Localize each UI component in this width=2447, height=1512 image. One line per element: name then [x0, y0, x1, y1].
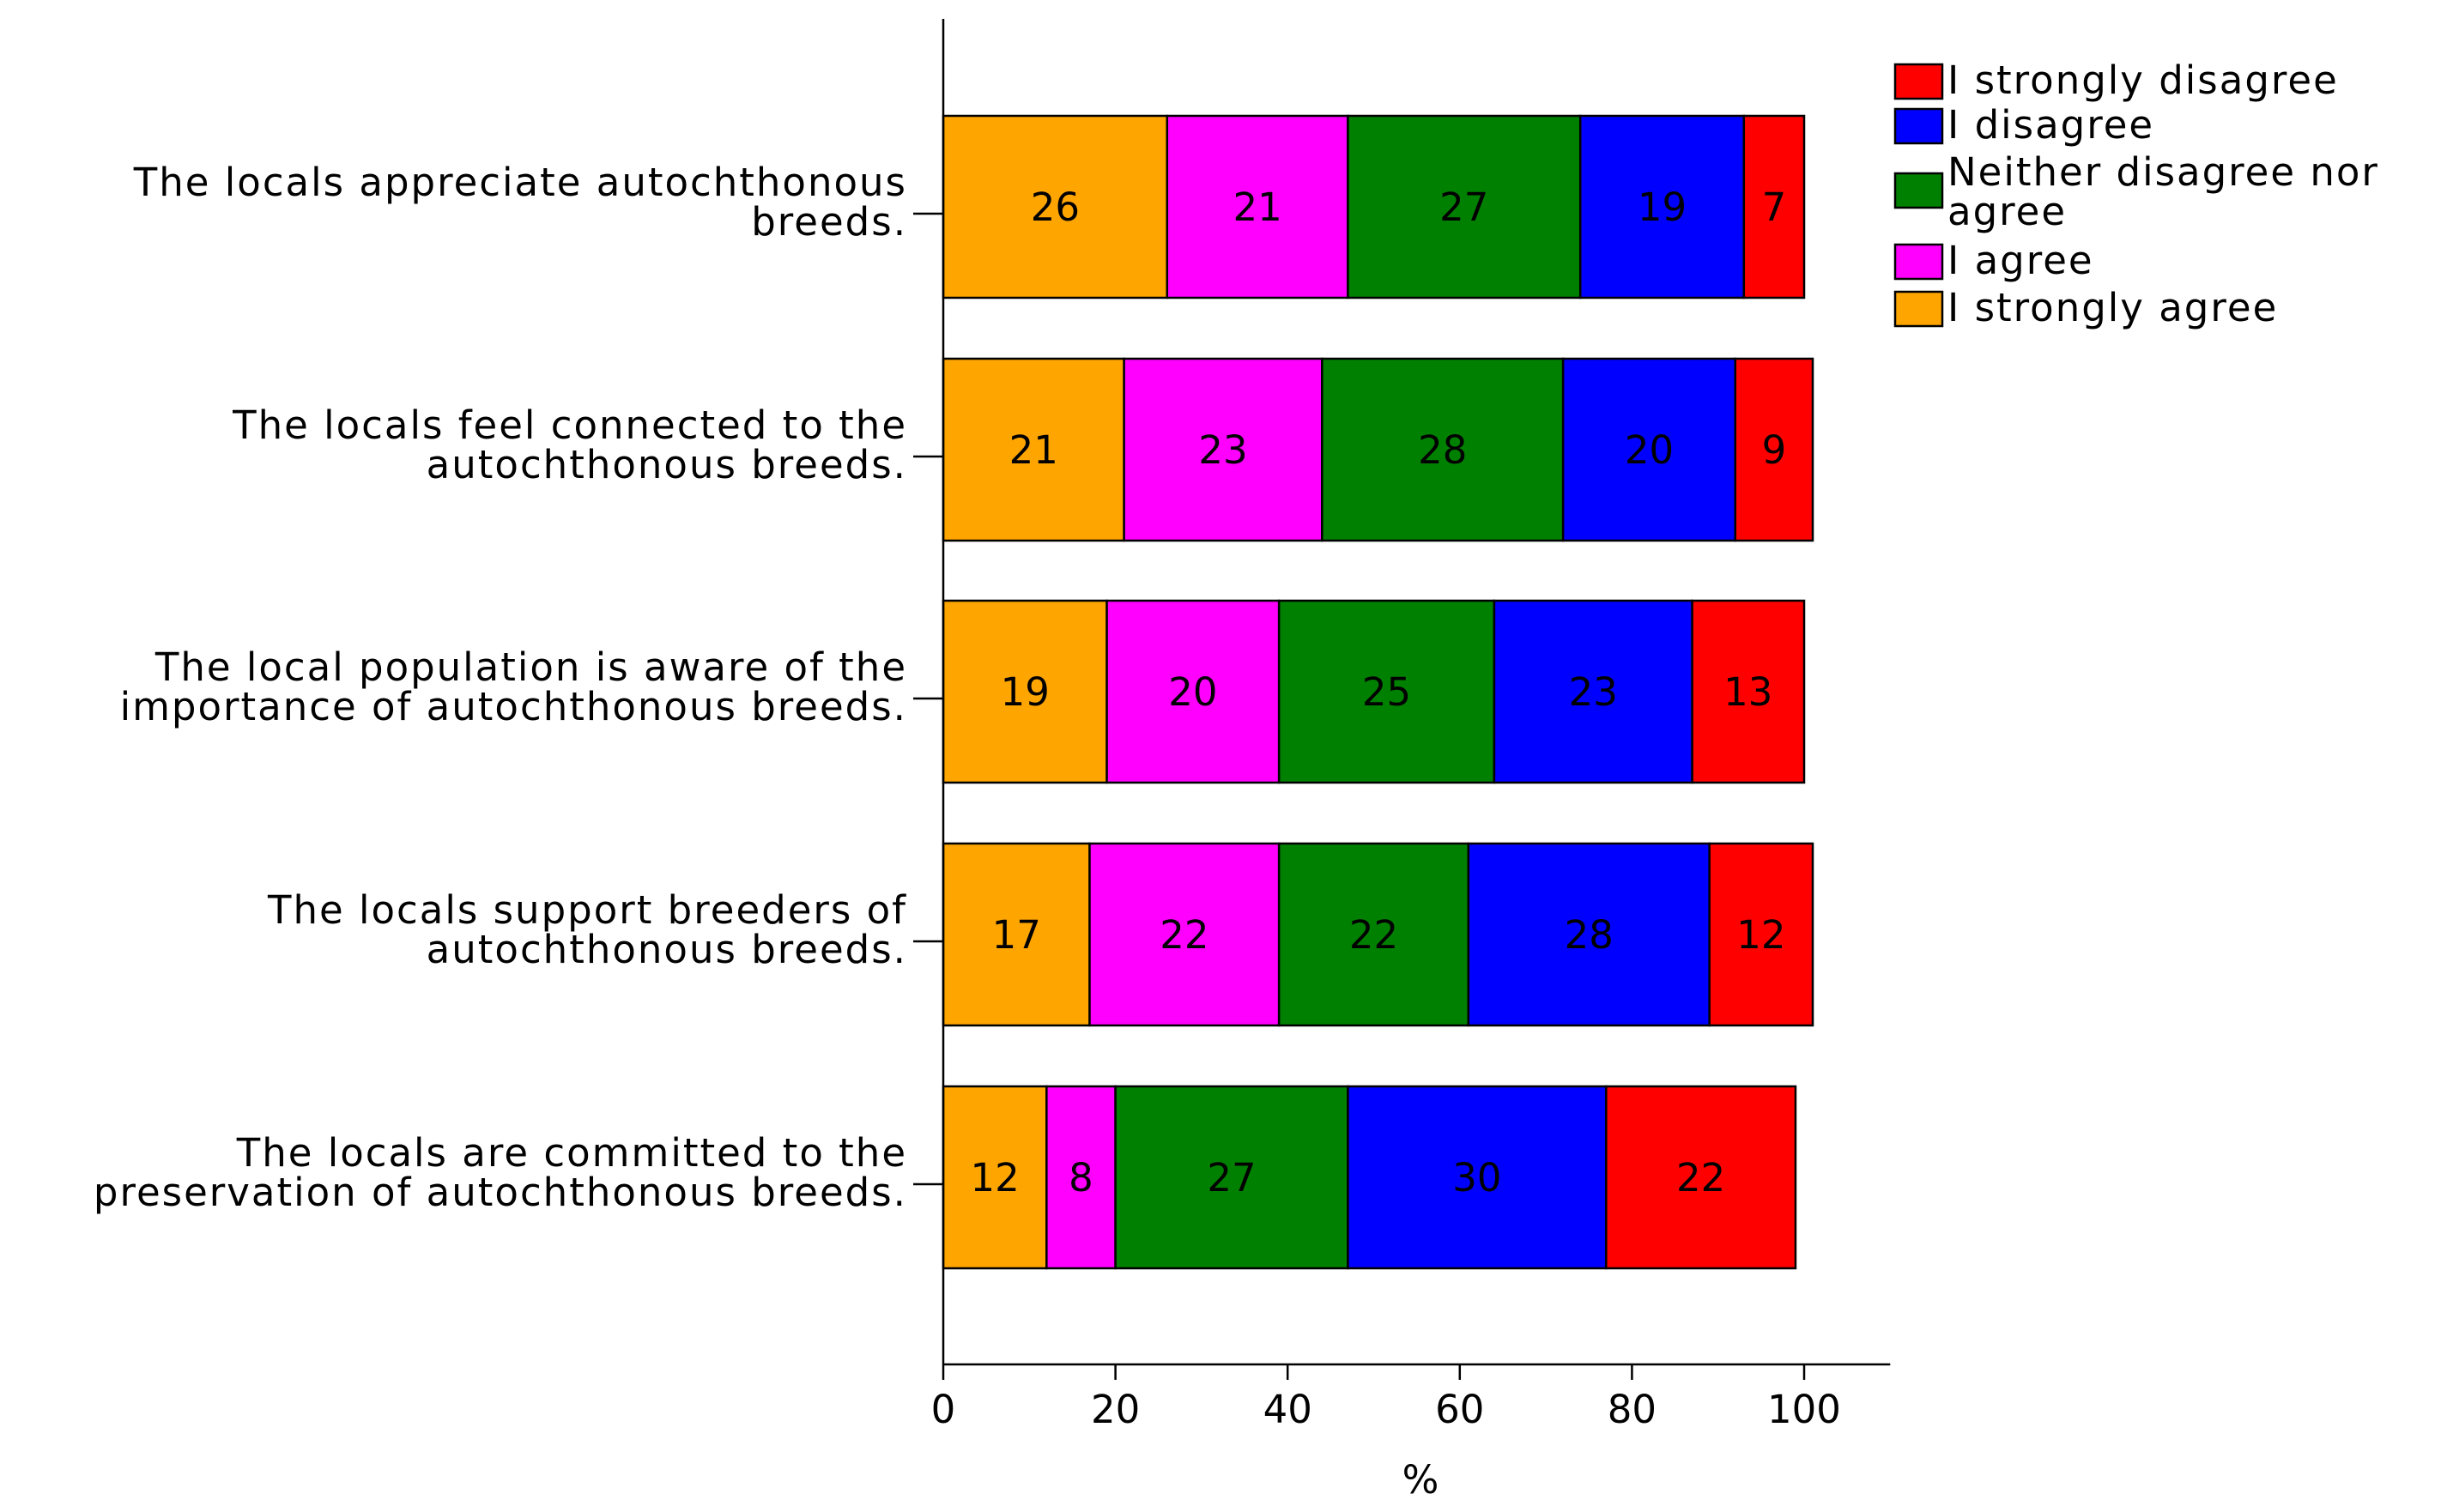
legend-swatch: [1893, 243, 1944, 281]
data-label: 12: [971, 1155, 1020, 1201]
data-label: 22: [1676, 1155, 1725, 1201]
bar-segment: [1734, 357, 1814, 542]
bar-segment: [942, 114, 1169, 299]
legend-label: Neither disagree nor: [1947, 149, 2379, 195]
x-tick-label: 20: [1091, 1387, 1140, 1432]
data-label: 8: [1069, 1155, 1093, 1201]
x-tick-label: 40: [1263, 1387, 1312, 1432]
data-label: 20: [1168, 669, 1217, 715]
legend-swatch: [1893, 63, 1944, 100]
data-label: 19: [1638, 184, 1687, 230]
bar-segment: [1277, 842, 1470, 1027]
bar-segment: [1493, 599, 1693, 784]
category-label: autochthonous breeds.: [427, 927, 907, 972]
legend-swatch: [1893, 107, 1944, 145]
category-label: breeds.: [751, 199, 907, 245]
category-label: importance of autochthonous breeds.: [120, 684, 907, 729]
data-label: 20: [1625, 427, 1674, 473]
data-label: 23: [1198, 427, 1247, 473]
category-label: The local population is aware of the: [154, 644, 907, 690]
x-tick-label: 80: [1608, 1387, 1657, 1432]
bar-segment: [942, 1085, 1048, 1270]
legend-label: I strongly agree: [1947, 285, 2278, 330]
data-label: 27: [1207, 1155, 1256, 1201]
bar-segment: [1708, 842, 1814, 1027]
data-label: 19: [1001, 669, 1050, 715]
legend-label: I disagree: [1947, 102, 2154, 148]
legend-label: agree: [1947, 189, 2067, 234]
x-axis-title: %: [1402, 1457, 1439, 1503]
bar-segment: [1114, 1085, 1349, 1270]
bar-segment: [1742, 114, 1806, 299]
bar-segment: [1277, 599, 1496, 784]
data-label: 28: [1565, 912, 1614, 958]
bar-segment: [1045, 1085, 1117, 1270]
legend-swatch: [1893, 172, 1944, 209]
axes-group: The locals appreciate autochthonousbreed…: [94, 19, 1891, 1503]
bar-segment: [1321, 357, 1565, 542]
data-label: 30: [1452, 1155, 1501, 1201]
legend-swatch: [1893, 290, 1944, 328]
data-label: 25: [1362, 669, 1411, 715]
legend-label: I strongly disagree: [1947, 57, 2339, 103]
bar-segment: [1691, 599, 1806, 784]
bar-segment: [1578, 114, 1746, 299]
data-label: 17: [992, 912, 1041, 958]
bar-segment: [1105, 599, 1281, 784]
category-label: The locals appreciate autochthonous: [133, 160, 907, 205]
category-label: The locals are committed to the: [236, 1130, 907, 1176]
data-label: 28: [1418, 427, 1467, 473]
bar-segment: [1166, 114, 1349, 299]
category-label: autochthonous breeds.: [427, 442, 907, 487]
bar-segment: [1467, 842, 1711, 1027]
bars-group: 26 21 27 19 7 21 23 28 20 9 19 20 25 23 13 17 22 22 28 12 12…: [942, 114, 1814, 1270]
bar-segment: [1088, 842, 1281, 1027]
data-label: 13: [1723, 669, 1772, 715]
data-label: 12: [1736, 912, 1785, 958]
data-label: 23: [1569, 669, 1618, 715]
category-label: preservation of autochthonous breeds.: [94, 1170, 907, 1215]
bar-segment: [1347, 114, 1582, 299]
data-label: 7: [1762, 184, 1787, 230]
bar-segment: [1605, 1085, 1797, 1270]
data-label: 9: [1762, 427, 1787, 473]
category-label: The locals support breeders of: [267, 887, 907, 933]
x-tick-label: 0: [931, 1387, 956, 1432]
data-label: 22: [1160, 912, 1208, 958]
data-label: 21: [1233, 184, 1281, 230]
x-tick-label: 100: [1767, 1387, 1841, 1432]
bar-segment: [1561, 357, 1737, 542]
data-label: 26: [1031, 184, 1080, 230]
legend-label: I agree: [1947, 238, 2094, 283]
x-tick-label: 60: [1435, 1387, 1484, 1432]
bar-segment: [942, 357, 1125, 542]
data-label: 22: [1349, 912, 1398, 958]
category-label: The locals feel connected to the: [232, 402, 907, 448]
bar-segment: [1123, 357, 1323, 542]
data-label: 27: [1439, 184, 1488, 230]
data-label: 21: [1009, 427, 1058, 473]
